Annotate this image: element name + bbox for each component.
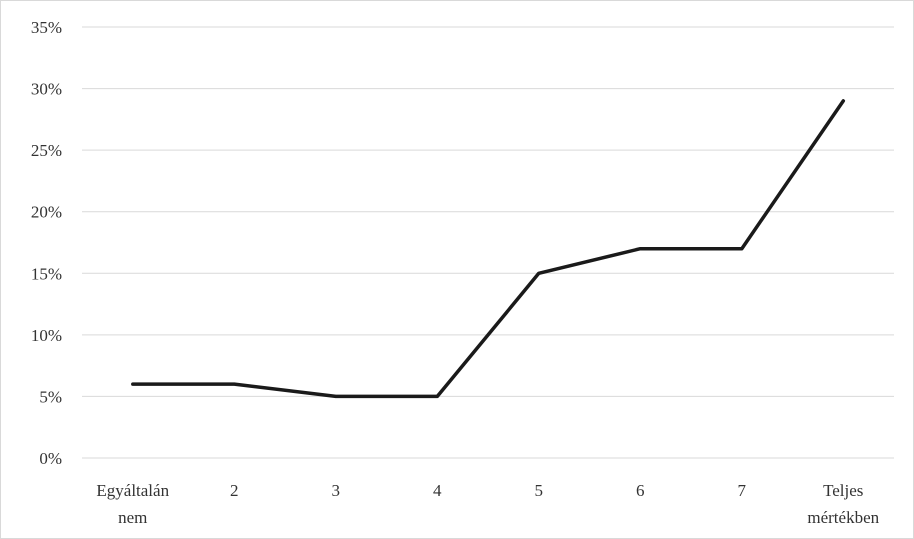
x-tick-label: 3: [332, 481, 341, 500]
x-tick-label: 5: [535, 481, 544, 500]
y-tick-label: 35%: [31, 18, 62, 37]
y-tick-label: 0%: [39, 449, 62, 468]
series-group: [131, 99, 846, 399]
x-tick-label: Teljes mértékben: [807, 481, 879, 527]
y-tick-label: 5%: [39, 387, 62, 406]
series-line: [131, 99, 846, 399]
y-tick-label: 20%: [31, 203, 62, 222]
y-tick-label: 30%: [31, 80, 62, 99]
y-tick-label: 25%: [31, 141, 62, 160]
x-axis-tick-labels: Egyáltalán nem 2 3 4 5 6 7 Teljes mértékben: [96, 481, 879, 527]
y-axis-tick-labels: 0% 5% 10% 15% 20% 25% 30% 35%: [31, 18, 62, 468]
x-tick-label: 4: [433, 481, 442, 500]
x-tick-label: Egyáltalán nem: [96, 481, 169, 527]
gridlines: [82, 26, 894, 459]
x-tick-label: 7: [738, 481, 747, 500]
y-tick-label: 15%: [31, 264, 62, 283]
x-tick-label: 6: [636, 481, 645, 500]
x-tick-label: 2: [230, 481, 239, 500]
y-tick-label: 10%: [31, 326, 62, 345]
